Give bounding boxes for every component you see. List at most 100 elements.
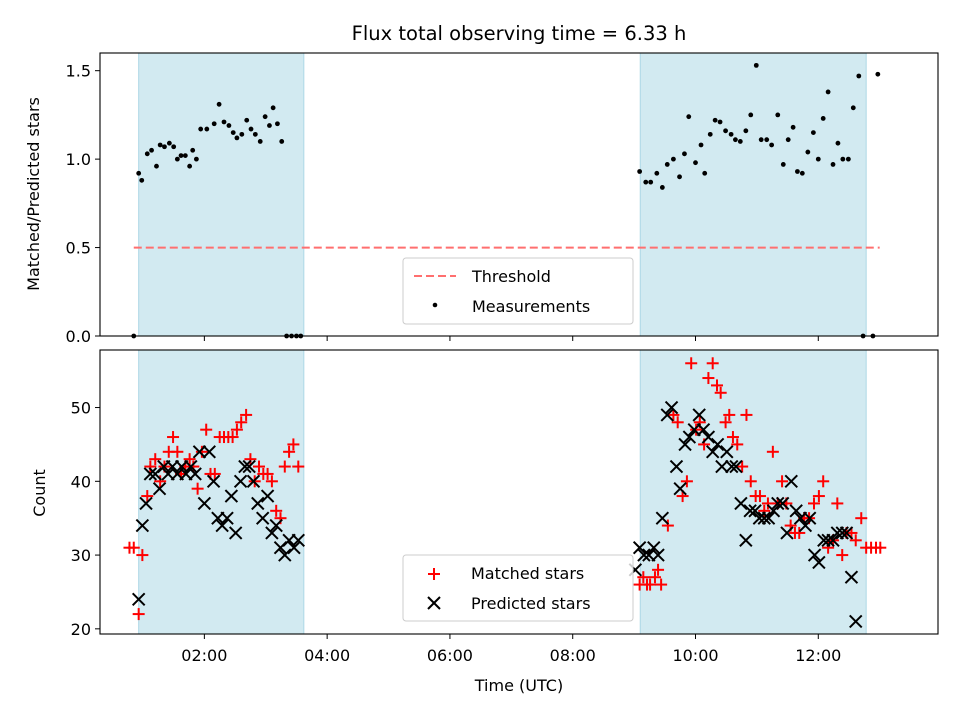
predicted-star-point bbox=[131, 592, 146, 607]
measurements-legend-swatch bbox=[432, 302, 438, 308]
matched-star-point bbox=[154, 475, 167, 488]
matched-star-point bbox=[726, 431, 739, 444]
measurement-point bbox=[753, 62, 759, 68]
measurement-point bbox=[728, 131, 734, 137]
matched-star-point bbox=[278, 460, 291, 473]
predicted-star-point bbox=[766, 504, 781, 518]
measurement-point bbox=[799, 170, 805, 176]
matched-legend-swatch bbox=[428, 568, 440, 580]
measurement-point bbox=[252, 131, 258, 137]
legend-measurements-label: Measurements bbox=[472, 297, 590, 316]
matched-star-point bbox=[849, 534, 862, 547]
predicted-star-point bbox=[826, 533, 840, 548]
measurement-point bbox=[654, 170, 660, 176]
measurement-point bbox=[270, 105, 276, 111]
predicted-star-point bbox=[839, 526, 854, 540]
predicted-star-point bbox=[715, 459, 729, 474]
predicted-star-point bbox=[651, 548, 665, 562]
predicted-star-point bbox=[192, 445, 207, 459]
matched-star-point bbox=[149, 453, 162, 466]
predicted-star-point bbox=[789, 504, 803, 518]
predicted-star-point bbox=[139, 496, 153, 511]
matched-star-point bbox=[183, 453, 196, 466]
bottom-x-tick-label: 08:00 bbox=[550, 646, 596, 665]
measurement-point bbox=[748, 112, 754, 118]
predicted-star-point bbox=[692, 408, 706, 422]
matched-star-point bbox=[710, 379, 723, 392]
measurement-point bbox=[149, 147, 154, 153]
matched-star-point bbox=[766, 445, 779, 458]
predicted-star-point bbox=[206, 474, 221, 489]
predicted-star-point bbox=[152, 481, 167, 496]
measurement-point bbox=[723, 128, 728, 134]
predicted-star-point bbox=[720, 445, 734, 459]
measurement-point bbox=[221, 119, 227, 125]
measurement-point bbox=[693, 160, 698, 166]
matched-star-point bbox=[141, 490, 154, 503]
measurement-point bbox=[743, 128, 749, 134]
top-legend-box bbox=[402, 257, 634, 325]
predicted-star-point bbox=[849, 614, 863, 629]
bottom-x-tick-label: 10:00 bbox=[672, 646, 718, 665]
measurement-point bbox=[182, 153, 188, 158]
predicted-star-point bbox=[748, 504, 762, 518]
measurement-point bbox=[239, 131, 245, 137]
top-y-axis-label: Matched/Predicted stars bbox=[24, 97, 43, 291]
matched-star-point bbox=[776, 475, 789, 488]
matched-star-point bbox=[200, 423, 213, 436]
matched-star-point bbox=[744, 475, 757, 488]
matched-star-point bbox=[690, 423, 703, 436]
measurement-point bbox=[267, 123, 272, 128]
predicted-star-point bbox=[696, 422, 711, 437]
predicted-star-point bbox=[775, 496, 790, 511]
top-y-tick-label: 0.5 bbox=[66, 239, 91, 258]
predicted-star-point bbox=[233, 474, 248, 489]
predicted-star-point bbox=[802, 511, 817, 525]
predicted-star-point bbox=[821, 533, 835, 548]
measurement-point bbox=[698, 142, 704, 148]
predicted-star-point bbox=[291, 533, 306, 548]
matched-star-point bbox=[191, 482, 204, 495]
legend-predicted-label: Predicted stars bbox=[471, 594, 591, 613]
matched-star-point bbox=[253, 460, 266, 473]
measurement-point bbox=[248, 126, 254, 132]
measurement-point bbox=[643, 179, 649, 185]
predicted-star-point bbox=[202, 445, 216, 459]
measurement-point bbox=[717, 119, 723, 125]
measurement-point bbox=[187, 163, 193, 169]
legend-threshold-label: Threshold bbox=[471, 267, 551, 286]
predicted-star-point bbox=[682, 430, 697, 444]
bottom-x-tick-label: 04:00 bbox=[304, 646, 350, 665]
bottom-legend: Matched stars Predicted stars bbox=[402, 554, 634, 622]
measurement-point bbox=[637, 169, 643, 174]
predicted-star-point bbox=[669, 459, 684, 474]
matched-star-point bbox=[817, 475, 830, 488]
matched-star-point bbox=[187, 460, 200, 473]
top-shade-span-0 bbox=[138, 52, 305, 337]
measurement-point bbox=[166, 140, 172, 146]
bottom-shade-span-1 bbox=[639, 349, 867, 635]
matched-star-point bbox=[167, 431, 180, 444]
bottom-y-tick-label: 40 bbox=[71, 472, 91, 491]
predicted-star-point bbox=[224, 489, 239, 503]
measurement-point bbox=[835, 140, 841, 146]
predicted-star-point bbox=[220, 511, 234, 525]
measurement-point bbox=[230, 130, 236, 135]
measurement-point bbox=[845, 156, 851, 162]
measurement-point bbox=[677, 174, 682, 180]
bottom-y-axis: 20 30 40 50 bbox=[71, 399, 100, 639]
predicted-star-point bbox=[184, 459, 198, 474]
measurement-point bbox=[193, 156, 199, 162]
bottom-y-axis-label: Count bbox=[30, 469, 49, 517]
measurement-point bbox=[154, 163, 159, 169]
predicted-star-point bbox=[729, 459, 743, 474]
predicted-star-point bbox=[637, 548, 651, 562]
measurement-point bbox=[810, 130, 816, 135]
matched-star-point bbox=[702, 372, 715, 385]
matched-star-point bbox=[706, 357, 719, 370]
predicted-star-point bbox=[757, 511, 771, 525]
top-shade-span-1 bbox=[639, 52, 867, 337]
measurement-point bbox=[795, 169, 800, 174]
measurement-point bbox=[257, 139, 263, 144]
top-y-tick-label: 1.5 bbox=[66, 62, 91, 81]
